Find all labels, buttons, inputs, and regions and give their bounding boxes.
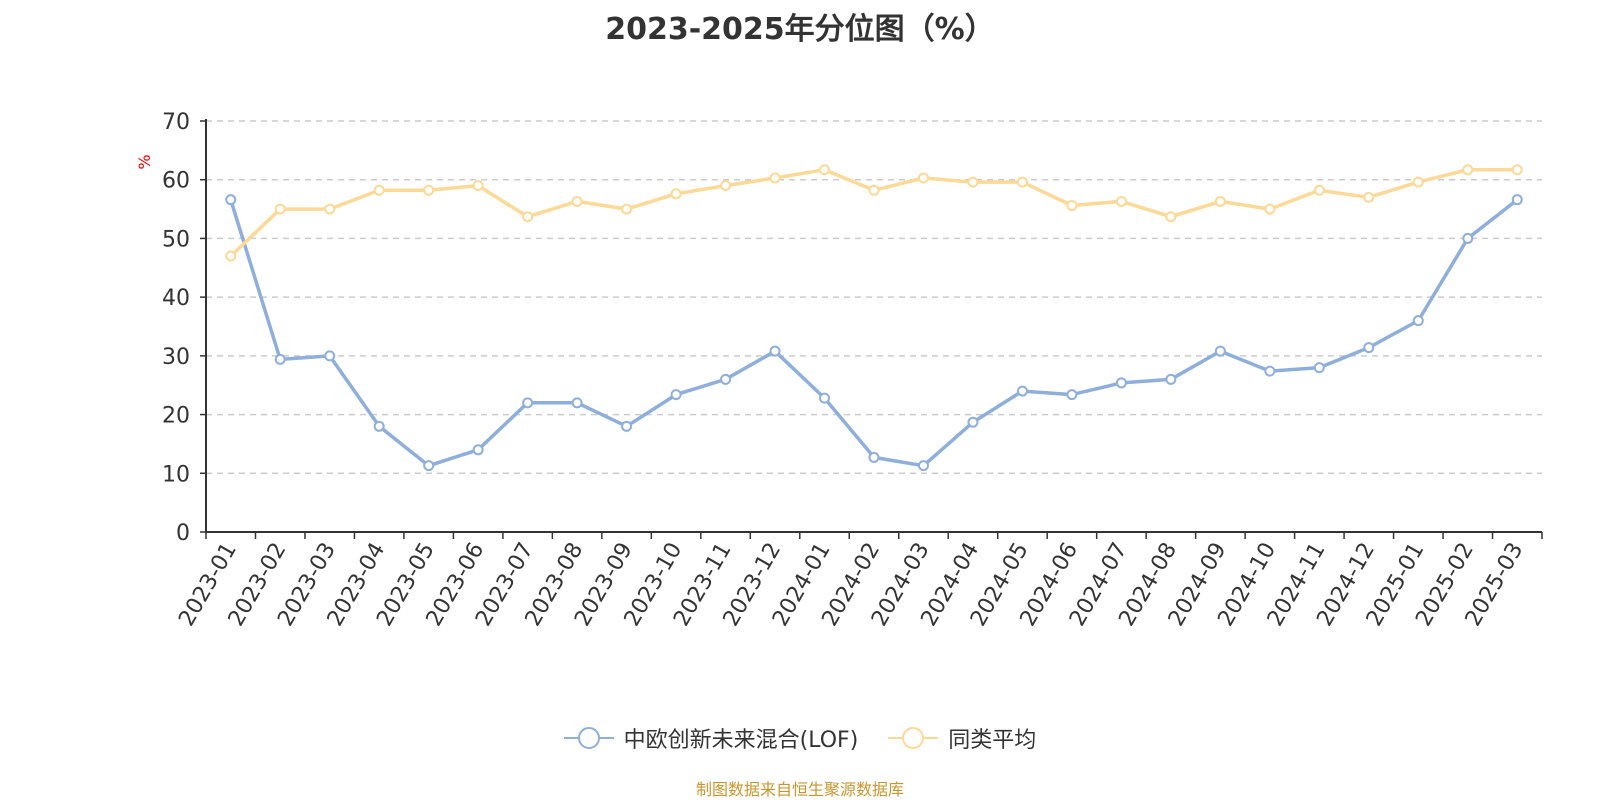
data-point[interactable] bbox=[522, 397, 534, 409]
legend-item-fund[interactable]: 中欧创新未来混合(LOF) bbox=[563, 722, 859, 754]
data-point[interactable] bbox=[1214, 345, 1226, 357]
data-point[interactable] bbox=[1412, 315, 1424, 327]
data-point[interactable] bbox=[274, 353, 286, 365]
axes bbox=[200, 119, 1543, 539]
legend-circle-icon bbox=[888, 727, 939, 749]
data-point[interactable] bbox=[1313, 362, 1325, 374]
y-axis-label: % bbox=[135, 154, 154, 169]
data-point[interactable] bbox=[324, 350, 336, 362]
data-point[interactable] bbox=[917, 460, 929, 472]
data-point[interactable] bbox=[1264, 203, 1276, 215]
data-point[interactable] bbox=[1313, 184, 1325, 196]
series-line-1 bbox=[228, 167, 1520, 258]
legend-label-fund: 中欧创新未来混合(LOF) bbox=[623, 728, 859, 753]
legend-label-average: 同类平均 bbox=[948, 728, 1037, 753]
data-point[interactable] bbox=[819, 164, 831, 176]
data-point[interactable] bbox=[1066, 200, 1078, 212]
data-point[interactable] bbox=[1016, 176, 1028, 188]
series-lines bbox=[225, 164, 1523, 472]
data-point[interactable] bbox=[1115, 377, 1127, 389]
y-tick-label: 50 bbox=[162, 227, 190, 252]
data-point[interactable] bbox=[423, 184, 435, 196]
data-point[interactable] bbox=[1066, 389, 1078, 401]
data-point[interactable] bbox=[225, 194, 237, 206]
y-tick-labels: 0 10 20 30 40 50 60 70 bbox=[162, 110, 190, 546]
data-point[interactable] bbox=[373, 184, 385, 196]
data-point[interactable] bbox=[373, 420, 385, 432]
data-point[interactable] bbox=[967, 416, 979, 428]
y-tick-label: 60 bbox=[162, 169, 190, 194]
y-tick-label: 0 bbox=[176, 521, 190, 546]
data-point[interactable] bbox=[1016, 385, 1028, 397]
data-point[interactable] bbox=[522, 211, 534, 223]
x-tick-labels: 2023-012023-022023-032023-042023-052023-… bbox=[174, 538, 1528, 630]
series-line-0 bbox=[228, 197, 1520, 468]
data-point[interactable] bbox=[1264, 365, 1276, 377]
data-point[interactable] bbox=[1412, 176, 1424, 188]
y-tick-label: 30 bbox=[162, 345, 190, 370]
y-tick-label: 20 bbox=[162, 404, 190, 429]
data-point[interactable] bbox=[769, 172, 781, 184]
data-point[interactable] bbox=[1214, 195, 1226, 207]
data-point[interactable] bbox=[225, 250, 237, 262]
y-tick-label: 10 bbox=[162, 462, 190, 487]
data-point[interactable] bbox=[868, 184, 880, 196]
data-point[interactable] bbox=[1363, 191, 1375, 203]
data-point[interactable] bbox=[819, 392, 831, 404]
legend: 中欧创新未来混合(LOF) 同类平均 bbox=[0, 722, 1600, 754]
data-point[interactable] bbox=[720, 180, 732, 192]
data-point[interactable] bbox=[1511, 164, 1523, 176]
data-point[interactable] bbox=[1165, 373, 1177, 385]
data-point[interactable] bbox=[571, 195, 583, 207]
y-tick-label: 40 bbox=[162, 286, 190, 311]
data-point[interactable] bbox=[1165, 211, 1177, 223]
data-point[interactable] bbox=[868, 451, 880, 463]
data-point[interactable] bbox=[472, 180, 484, 192]
data-point[interactable] bbox=[1511, 194, 1523, 206]
data-point[interactable] bbox=[621, 420, 633, 432]
chart-title: 2023-2025年分位图（%） bbox=[605, 12, 995, 47]
data-point[interactable] bbox=[621, 203, 633, 215]
y-tick-label: 70 bbox=[162, 110, 190, 135]
data-point[interactable] bbox=[324, 203, 336, 215]
data-point[interactable] bbox=[1363, 342, 1375, 354]
data-point[interactable] bbox=[670, 188, 682, 200]
data-point[interactable] bbox=[769, 345, 781, 357]
legend-circle-icon bbox=[563, 727, 614, 749]
legend-item-average[interactable]: 同类平均 bbox=[888, 722, 1036, 754]
data-point[interactable] bbox=[1462, 232, 1474, 244]
data-point[interactable] bbox=[720, 373, 732, 385]
data-point[interactable] bbox=[274, 203, 286, 215]
data-point[interactable] bbox=[1115, 195, 1127, 207]
data-point[interactable] bbox=[967, 176, 979, 188]
data-point[interactable] bbox=[571, 397, 583, 409]
data-point[interactable] bbox=[1462, 164, 1474, 176]
data-point[interactable] bbox=[917, 172, 929, 184]
grid-lines bbox=[206, 120, 1542, 475]
data-point[interactable] bbox=[670, 389, 682, 401]
line-chart: 0 10 20 30 40 50 60 70 2023-012023-022023-03202… bbox=[135, 110, 1543, 631]
data-point[interactable] bbox=[423, 460, 435, 472]
data-point[interactable] bbox=[472, 444, 484, 456]
source-note: 制图数据来自恒生聚源数据库 bbox=[695, 780, 904, 799]
